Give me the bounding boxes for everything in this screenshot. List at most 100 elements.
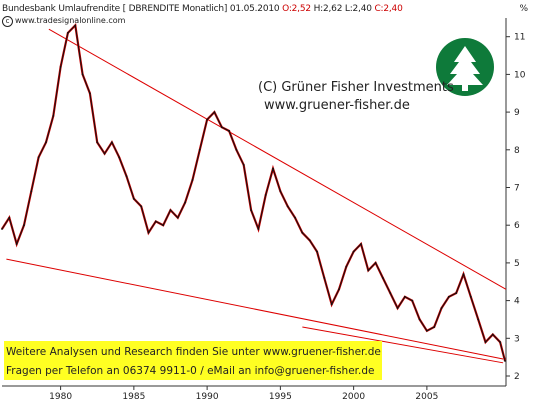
trendline-layer: [6, 28, 507, 364]
series-point: [279, 190, 282, 193]
series-point: [440, 307, 443, 310]
x-tick-label: 1995: [269, 392, 292, 402]
chart-header: Bundesbank Umlaufrendite [ DBRENDITE Mon…: [2, 4, 403, 14]
trendline-3: [302, 326, 504, 364]
series-point: [96, 141, 99, 144]
series-point: [242, 163, 245, 166]
series-point: [198, 148, 201, 151]
x-tick-label: 1990: [196, 392, 219, 402]
series-point: [118, 156, 121, 159]
y-tick-label: 3: [514, 334, 520, 344]
series-point: [176, 216, 179, 219]
copyright-icon: c: [2, 16, 13, 27]
series-point: [15, 243, 18, 245]
y-tick-label: 6: [514, 221, 520, 231]
series-point: [455, 292, 458, 294]
unit-label: %: [519, 4, 528, 14]
x-axis: 1980 1985 1990 1995 2000 2005: [49, 386, 438, 402]
tree-icon: [436, 38, 494, 96]
y-tick-label: 10: [514, 70, 526, 80]
y-tick-label: 8: [514, 146, 520, 156]
series-point: [23, 224, 25, 227]
series-point: [45, 141, 47, 144]
series-point: [477, 318, 480, 321]
y-tick-label: 7: [514, 184, 520, 194]
series-point: [220, 126, 223, 129]
series-point: [132, 197, 135, 200]
series-point: [125, 175, 128, 178]
series-point: [37, 156, 40, 159]
series-point: [162, 224, 165, 227]
series-point: [206, 118, 209, 121]
series-point: [286, 205, 289, 208]
series-point: [74, 24, 77, 27]
series-point: [330, 303, 333, 306]
series-point: [140, 205, 143, 208]
series-point: [8, 216, 11, 219]
y-tick-label: 4: [514, 297, 520, 307]
y-tick-label: 2: [514, 372, 520, 382]
series-shadow-line: [1, 23, 507, 362]
series-point: [52, 114, 55, 117]
series-point: [250, 209, 252, 212]
series-point: [147, 231, 150, 234]
series-point: [504, 360, 506, 362]
series-point: [345, 265, 348, 268]
open-value: O:2,52: [282, 4, 311, 14]
series-point: [469, 295, 472, 298]
series-point: [235, 148, 238, 151]
series-point: [103, 152, 106, 155]
series-label: Bundesbank Umlaufrendite [ DBRENDITE Mon…: [2, 4, 280, 14]
source-line: c www.tradesignalonline.com: [2, 16, 125, 27]
series-point: [110, 141, 113, 144]
y-tick-label: 5: [514, 259, 520, 269]
series-point: [67, 32, 69, 34]
series-point: [462, 273, 465, 276]
banner-line-contact: Fragen per Telefon an 06374 9911-0 / eMa…: [6, 365, 375, 377]
series-point: [308, 239, 311, 242]
series-point: [338, 288, 340, 291]
series-point: [491, 333, 494, 336]
series-point: [425, 329, 428, 332]
series-point: [191, 179, 194, 181]
series-point: [294, 216, 296, 219]
close-value: C:2,40: [374, 4, 403, 14]
series-point: [169, 209, 172, 212]
series-point: [272, 167, 274, 170]
series-point: [389, 292, 392, 294]
series-point: [257, 228, 260, 230]
series-point: [316, 250, 318, 253]
watermark-url: www.gruener-fisher.de: [264, 98, 410, 113]
series-point: [1, 228, 3, 230]
series-point: [396, 307, 399, 310]
series-point: [323, 277, 326, 279]
series-point: [404, 295, 406, 298]
series-point: [184, 201, 187, 204]
series-point: [59, 65, 62, 68]
axis-lines: [2, 18, 507, 387]
y-tick-label: 11: [514, 33, 525, 43]
x-tick-label: 1985: [122, 392, 145, 402]
source-text: www.tradesignalonline.com: [15, 16, 126, 25]
series-point: [228, 130, 230, 132]
series-point: [264, 194, 267, 196]
series-point: [154, 220, 157, 223]
series-point: [499, 341, 502, 343]
trendline-2: [6, 258, 504, 360]
series-point: [382, 277, 384, 279]
series-layer: [1, 23, 507, 362]
series-point: [352, 250, 355, 253]
series-point: [374, 262, 377, 264]
series-point: [89, 92, 91, 95]
trendline-1: [48, 28, 507, 290]
x-tick-label: 2005: [415, 392, 438, 402]
info-banner: [4, 341, 382, 380]
watermark-copyright: (C) Grüner Fisher Investments: [258, 80, 454, 95]
y-tick-label: 9: [514, 108, 520, 118]
series-point: [418, 318, 421, 321]
y-axis: 2 3 4 5 6 7 8 9 10 11: [506, 33, 526, 382]
x-tick-label: 2000: [342, 392, 365, 402]
series-point: [301, 231, 304, 234]
high-low-value: H:2,62 L:2,40: [313, 4, 372, 14]
